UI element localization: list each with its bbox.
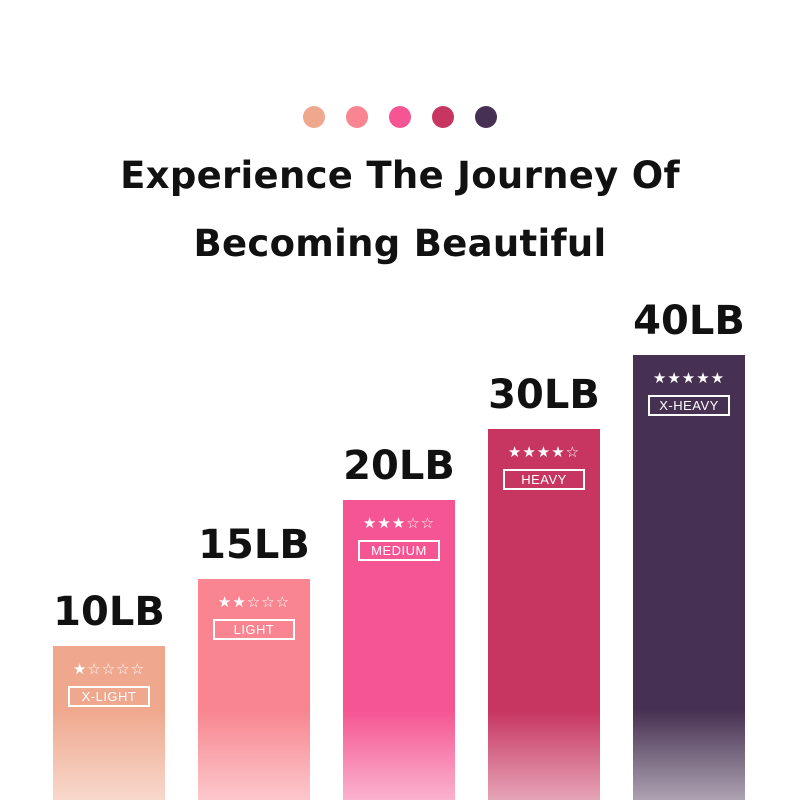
color-dots xyxy=(0,106,800,128)
color-dot xyxy=(346,106,368,128)
color-dot xyxy=(303,106,325,128)
star-rating: ★☆☆☆☆ xyxy=(72,660,146,678)
star-rating: ★★★☆☆ xyxy=(362,514,436,532)
value-label: 30LB xyxy=(488,372,600,418)
headline-line-2: Becoming Beautiful xyxy=(193,222,607,265)
color-dot xyxy=(432,106,454,128)
value-label: 10LB xyxy=(53,589,165,635)
color-dot xyxy=(475,106,497,128)
star-rating: ★★★★☆ xyxy=(507,443,581,461)
bar-x-heavy: ★★★★★ X-HEAVY xyxy=(633,355,745,800)
value-label: 15LB xyxy=(198,522,310,568)
star-rating: ★★★★★ xyxy=(652,369,726,387)
level-label: HEAVY xyxy=(503,469,585,490)
value-label: 20LB xyxy=(343,443,455,489)
level-label: LIGHT xyxy=(213,619,295,640)
bar-light: ★★☆☆☆ LIGHT xyxy=(198,579,310,800)
color-dot xyxy=(389,106,411,128)
star-rating: ★★☆☆☆ xyxy=(217,593,291,611)
bar-medium: ★★★☆☆ MEDIUM xyxy=(343,500,455,800)
value-label: 40LB xyxy=(633,298,745,344)
bar-x-light: ★☆☆☆☆ X-LIGHT xyxy=(53,646,165,800)
level-label: MEDIUM xyxy=(358,540,440,561)
headline-line-1: Experience The Journey Of xyxy=(120,154,680,197)
level-label: X-LIGHT xyxy=(68,686,150,707)
level-label: X-HEAVY xyxy=(648,395,730,416)
bar-heavy: ★★★★☆ HEAVY xyxy=(488,429,600,800)
